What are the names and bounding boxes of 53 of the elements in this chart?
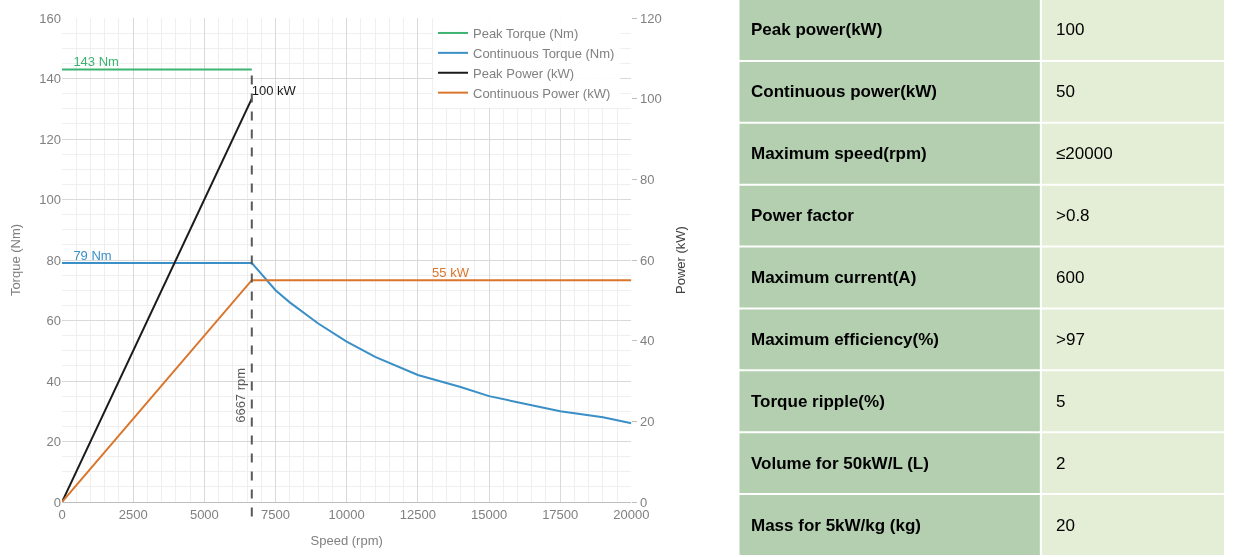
text: 2 (1056, 454, 1066, 473)
x-tick-label: 2500 (118, 506, 148, 522)
data-label: 79 Nm (73, 247, 112, 263)
y-tick-label: 160 (39, 10, 61, 26)
text: 100 (1056, 20, 1085, 39)
text: >0.8 (1056, 206, 1090, 225)
category-label: Volume for 50kW/L (L) (751, 454, 929, 473)
y2-tick-label: 100 (639, 91, 662, 107)
data-label: 143 Nm (73, 54, 119, 70)
ref-line-label: 6667 rpm (232, 367, 248, 423)
y-tick-label: 100 (39, 192, 61, 208)
text: 5 (1056, 392, 1066, 411)
y2-tick-label: 40 (639, 333, 655, 349)
legend-label: Peak Power (kW) (472, 65, 575, 81)
text: >97 (1056, 330, 1085, 349)
x-tick-label: 10000 (328, 506, 365, 522)
category-label: Mass for 5kW/kg (kg) (751, 516, 922, 535)
data-label: 55 kW (432, 264, 470, 280)
y-axis-title: Torque (Nm) (8, 223, 24, 297)
category-label: Power factor (751, 206, 855, 225)
category-label: Maximum current(A) (751, 268, 917, 287)
y-tick-label: 120 (39, 131, 61, 147)
legend-label: Continuous Torque (Nm) (472, 45, 615, 61)
x-tick-label: 12500 (399, 506, 436, 522)
y2-axis-title: Power (kW) (673, 226, 689, 294)
category-label: Continuous power(kW) (751, 82, 938, 101)
legend-label: Peak Torque (Nm) (472, 26, 579, 42)
x-tick-label: 7500 (261, 506, 290, 522)
line-series (62, 262, 632, 425)
x-axis-title: Speed (rpm) (310, 533, 383, 549)
legend-label: Continuous Power (kW) (472, 85, 611, 101)
category-label: Torque ripple(%) (751, 392, 885, 411)
category-label: Peak power(kW) (751, 20, 883, 39)
y2-tick-label: 80 (639, 171, 655, 187)
text: 600 (1056, 268, 1085, 287)
y2-tick-label: 120 (639, 10, 662, 26)
y-tick-label: 140 (39, 71, 61, 87)
category-label: Maximum speed(rpm) (751, 144, 927, 163)
y-tick-label: 40 (46, 373, 61, 389)
text: 20 (1056, 516, 1075, 535)
text: 50 (1056, 82, 1075, 101)
x-tick-label: 15000 (470, 506, 508, 522)
y2-tick-label: 20 (639, 413, 655, 429)
category-label: Maximum efficiency(%) (751, 330, 939, 349)
y-tick-label: 0 (53, 494, 61, 510)
y-tick-label: 60 (46, 313, 61, 329)
y-tick-label: 80 (46, 252, 61, 268)
y-tick-label: 20 (46, 434, 61, 450)
text: ≤20000 (1056, 144, 1113, 163)
data-label: 100 kW (251, 83, 297, 99)
x-tick-label: 5000 (189, 506, 219, 522)
x-tick-label: 17500 (542, 506, 579, 522)
y2-tick-label: 60 (639, 252, 655, 268)
